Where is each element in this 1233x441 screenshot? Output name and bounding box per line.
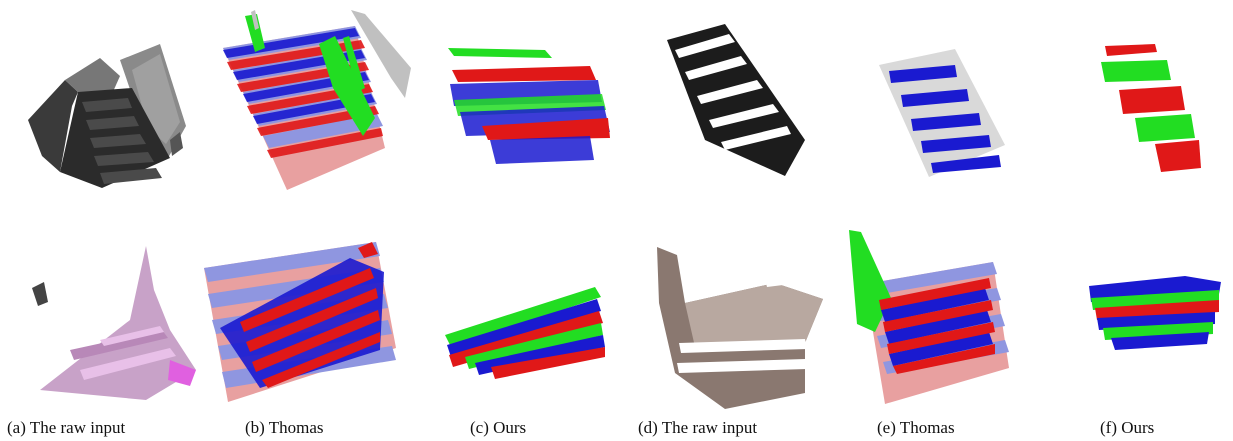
ours-scatter-top: [448, 48, 610, 164]
caption-c: (c) Ours: [470, 418, 527, 437]
panel-b-top: [215, 8, 425, 198]
panel-e-top: [875, 45, 1015, 185]
thomas-stair-model-3: [849, 230, 1009, 404]
thomas-blue-steps: [879, 49, 1005, 177]
raw-input-black-staircase: [667, 24, 805, 176]
raw-input-dark-staircase: [28, 44, 186, 188]
panel-a-top: [20, 40, 195, 200]
panel-e-bottom: [845, 228, 1020, 408]
caption-b: (b) Thomas: [245, 418, 324, 437]
panel-a-bottom: [20, 240, 196, 405]
panel-d-bottom: [655, 243, 830, 409]
ours-scatter-bottom-2: [1089, 276, 1221, 350]
panel-f-bottom: [1085, 272, 1225, 362]
panel-f-top: [1095, 40, 1205, 180]
thomas-stair-model: [223, 10, 411, 190]
caption-a: (a) The raw input: [7, 418, 126, 437]
panel-c-bottom: [435, 275, 620, 385]
caption-d: (d) The raw input: [638, 418, 758, 437]
ours-scatter-top-2: [1101, 44, 1201, 172]
caption-f: (f) Ours: [1100, 418, 1155, 437]
thomas-stair-model-2: [204, 242, 396, 402]
panel-d-top: [665, 20, 840, 180]
raw-input-pink-mesh: [32, 246, 196, 400]
ours-scatter-bottom: [445, 287, 605, 379]
caption-e: (e) Thomas: [877, 418, 955, 437]
raw-input-brown-mesh: [657, 247, 823, 409]
panel-b-bottom: [200, 238, 400, 408]
panel-c-top: [440, 40, 615, 170]
